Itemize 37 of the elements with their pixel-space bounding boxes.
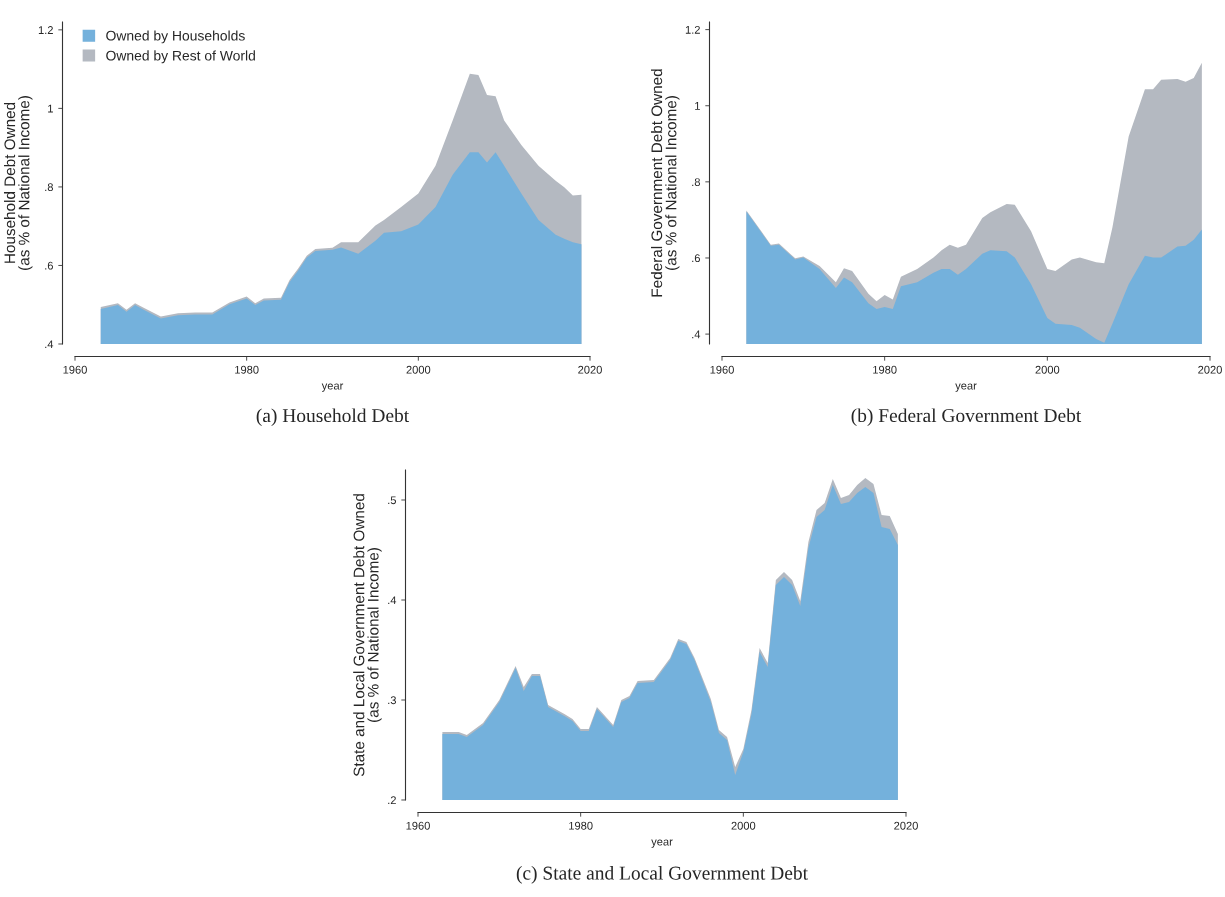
y-tick-label: .2 — [388, 796, 396, 805]
x-axis-title: year — [955, 383, 977, 392]
x-tick-label: 2020 — [1198, 365, 1222, 374]
x-tick-label: 1960 — [63, 365, 87, 374]
y-tick-label: .4 — [45, 340, 54, 349]
x-tick-label: 2000 — [1035, 365, 1060, 374]
x-tick-label: 2020 — [894, 821, 918, 830]
y-tick-label: .6 — [692, 254, 700, 263]
y-tick-label: .6 — [45, 261, 53, 270]
y-axis-title: Household Debt Owned (as % of National Income) — [3, 96, 33, 270]
x-tick-label: 1980 — [873, 365, 897, 374]
y-tick-label: .4 — [692, 330, 701, 339]
x-tick-label: 2000 — [731, 821, 756, 830]
y-tick-label: 1 — [695, 102, 700, 110]
x-tick-label: 1980 — [569, 821, 593, 830]
legend-label: Owned by Rest of World — [106, 50, 255, 64]
x-tick-label: 1980 — [235, 365, 259, 374]
x-tick-label: 2020 — [578, 365, 602, 374]
y-tick-label: .5 — [388, 496, 397, 505]
legend-label: Owned by Households — [106, 30, 245, 44]
y-tick-label: 1 — [48, 104, 53, 113]
y-axis-title: State and Local Government Debt Owned (as % of National Income) — [353, 494, 382, 777]
x-tick-label: 2000 — [406, 365, 431, 374]
text: (a) Household Debt — [256, 408, 410, 427]
y-tick-label: .4 — [388, 596, 397, 605]
y-tick-label: .8 — [692, 178, 700, 186]
x-tick-label: 1960 — [406, 821, 430, 830]
y-axis-title: Federal Government Debt Owned (as % of National Income) — [650, 69, 680, 297]
y-tick-label: 1.2 — [38, 26, 53, 34]
x-axis-title: year — [321, 383, 344, 392]
text: (b) Federal Government Debt — [851, 408, 1082, 427]
y-tick-label: .8 — [45, 183, 53, 192]
text: (c) State and Local Government Debt — [516, 866, 808, 884]
x-axis-title: year — [651, 839, 673, 848]
y-tick-label: 1.2 — [685, 25, 700, 34]
y-tick-label: .3 — [388, 696, 396, 705]
x-tick-label: 1960 — [710, 365, 734, 374]
